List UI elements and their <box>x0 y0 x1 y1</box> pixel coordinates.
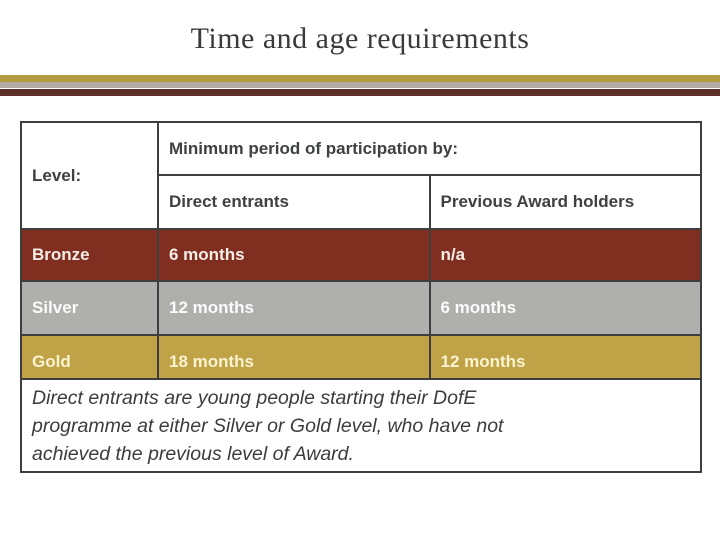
silver-previous-cell: 6 months <box>428 280 702 336</box>
slide-title: Time and age requirements <box>190 22 530 55</box>
participation-merged-header: Minimum period of participation by: <box>157 121 702 176</box>
note-line-1: Direct entrants are young people startin… <box>32 387 477 409</box>
direct-entrants-header: Direct entrants <box>157 174 431 230</box>
previous-award-holders-header: Previous Award holders <box>428 174 702 230</box>
table-row-bronze: Bronze 6 months n/a <box>20 228 702 282</box>
silver-level-cell: Silver <box>20 280 159 336</box>
silver-direct-cell: 12 months <box>157 280 431 336</box>
divider-stripe-maroon <box>0 89 720 96</box>
table-header-row-2: Direct entrants Previous Award holders <box>21 174 702 230</box>
bronze-previous-cell: n/a <box>428 228 702 282</box>
table-header-row-1: Level: Minimum period of participation b… <box>20 121 702 230</box>
note-line-2: programme at either Silver or Gold level… <box>32 415 504 437</box>
divider-stripe-gray <box>0 82 720 88</box>
divider-stripe-gold <box>0 75 720 82</box>
table-row-silver: Silver 12 months 6 months <box>20 280 702 336</box>
direct-entrants-note: Direct entrants are young people startin… <box>20 378 702 473</box>
requirements-table: Level: Minimum period of participation b… <box>20 121 702 388</box>
level-column-header: Level: <box>20 121 159 230</box>
bronze-level-cell: Bronze <box>20 228 159 282</box>
note-line-3: achieved the previous level of Award. <box>32 443 354 465</box>
bronze-direct-cell: 6 months <box>157 228 431 282</box>
